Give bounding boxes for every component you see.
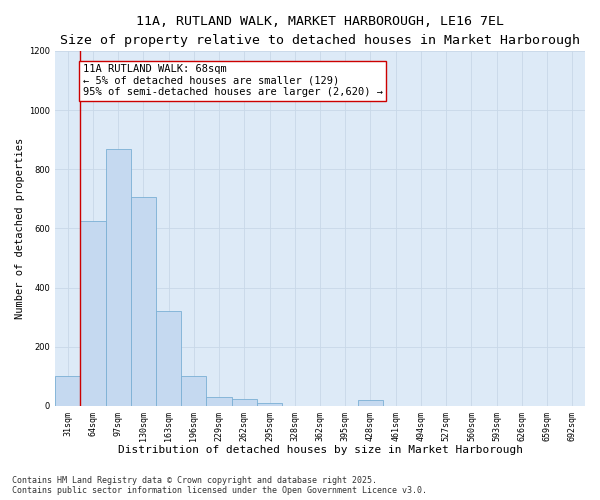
Y-axis label: Number of detached properties: Number of detached properties xyxy=(15,138,25,319)
X-axis label: Distribution of detached houses by size in Market Harborough: Distribution of detached houses by size … xyxy=(118,445,523,455)
Bar xyxy=(55,376,80,406)
Bar xyxy=(181,376,206,406)
Bar xyxy=(206,397,232,406)
Bar xyxy=(232,400,257,406)
Bar xyxy=(80,221,106,406)
Bar xyxy=(156,312,181,406)
Title: 11A, RUTLAND WALK, MARKET HARBOROUGH, LE16 7EL
Size of property relative to deta: 11A, RUTLAND WALK, MARKET HARBOROUGH, LE… xyxy=(60,15,580,47)
Bar xyxy=(106,148,131,406)
Text: 11A RUTLAND WALK: 68sqm
← 5% of detached houses are smaller (129)
95% of semi-de: 11A RUTLAND WALK: 68sqm ← 5% of detached… xyxy=(83,64,383,98)
Text: Contains HM Land Registry data © Crown copyright and database right 2025.
Contai: Contains HM Land Registry data © Crown c… xyxy=(12,476,427,495)
Bar xyxy=(358,400,383,406)
Bar xyxy=(257,403,282,406)
Bar xyxy=(131,198,156,406)
